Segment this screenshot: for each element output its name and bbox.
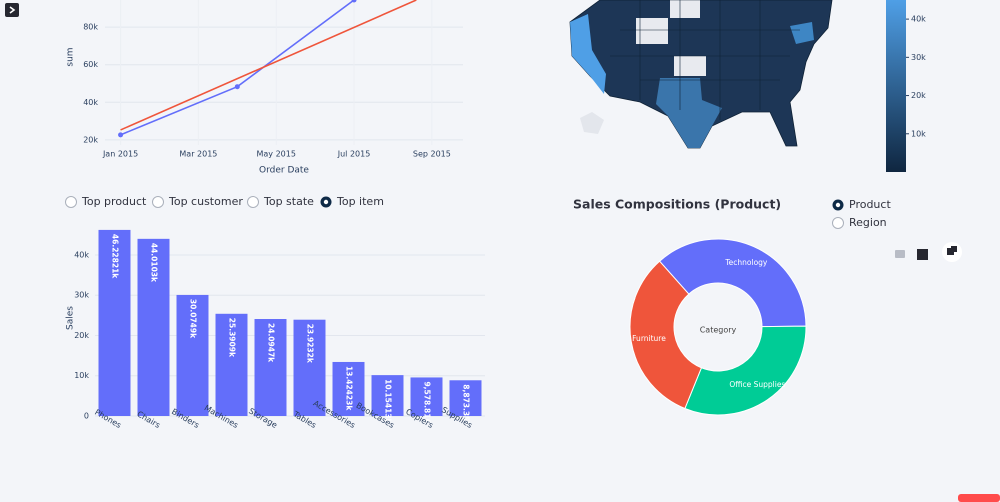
- map-state: [674, 56, 706, 76]
- radio-circle: [65, 196, 77, 208]
- y-tick-label: 80k: [83, 23, 98, 32]
- map-state: [790, 22, 814, 44]
- chart-icon[interactable]: [917, 249, 928, 260]
- y-tick-label: 30k: [74, 291, 89, 300]
- point: [351, 0, 357, 3]
- radio-label: Top state: [263, 195, 314, 208]
- y-tick-label: 40k: [74, 250, 89, 259]
- radio-option[interactable]: Region: [832, 216, 887, 229]
- x-tick-label: May 2015: [256, 150, 295, 159]
- map-state: [670, 0, 700, 18]
- y-tick-label: 60k: [83, 60, 98, 69]
- pie-title: Sales Compositions (Product): [573, 197, 781, 212]
- bar-value-label: 44.0103k: [150, 243, 159, 283]
- camera-icon[interactable]: [895, 250, 905, 258]
- y-axis-title: sum: [66, 47, 76, 66]
- bar-value-label: 25.3909k: [228, 318, 237, 358]
- bar: [137, 238, 170, 416]
- radio-dot: [835, 202, 841, 208]
- radio-circle: [832, 217, 844, 229]
- fullscreen-icon: [951, 246, 957, 252]
- slice-label: Office Supplies: [729, 380, 785, 389]
- bar: [254, 319, 287, 416]
- pie-center-label: Category: [700, 326, 737, 335]
- colorbar-tick-label: 10k: [911, 129, 926, 138]
- radio-option[interactable]: Top state: [247, 195, 315, 208]
- bar-value-label: 23.9232k: [306, 324, 315, 364]
- bar: [332, 361, 365, 416]
- radio-option[interactable]: Top customer: [152, 195, 244, 208]
- colorbar-tick-label: 30k: [911, 53, 926, 62]
- point: [234, 84, 240, 90]
- radio-label: Top product: [81, 195, 147, 208]
- toolbar: [895, 242, 962, 262]
- pie-slice: [629, 260, 703, 410]
- slice-label: Furniture: [632, 334, 666, 343]
- bar-value-label: 46.22821k: [111, 234, 120, 279]
- y-tick-label: 40k: [83, 98, 98, 107]
- sidebar-toggle-icon: [9, 6, 16, 14]
- map-state: [656, 78, 722, 148]
- bar-value-label: 9,578.816: [423, 381, 432, 423]
- bar: [449, 380, 482, 416]
- x-tick-label: Mar 2015: [179, 150, 217, 159]
- bar: [371, 375, 404, 416]
- colorbar-tick-label: 20k: [911, 91, 926, 100]
- colorbar-tick-label: 40k: [911, 15, 926, 24]
- radio-label: Product: [849, 198, 891, 211]
- bar-value-label: 10.15413k: [384, 379, 393, 424]
- radio-circle: [247, 196, 259, 208]
- radio-label: Top customer: [168, 195, 243, 208]
- fullscreen-icon: [947, 248, 954, 255]
- status-button[interactable]: [958, 494, 1000, 502]
- sidebar-toggle[interactable]: [5, 3, 19, 17]
- us-map: [569, 0, 833, 149]
- colorbar: [886, 0, 906, 172]
- x-tick-label: Jan 2015: [102, 150, 138, 159]
- x-tick-label: Sep 2015: [413, 150, 451, 159]
- bar-value-label: 13.42423k: [345, 366, 354, 411]
- radio-dot: [323, 199, 329, 205]
- radio-label: Top item: [336, 195, 384, 208]
- slice-label: Technology: [724, 258, 768, 267]
- y-tick-label: 10k: [74, 371, 89, 380]
- bar-value-label: 24.0947k: [267, 323, 276, 363]
- line: [120, 0, 417, 131]
- y-tick-label: 20k: [74, 331, 89, 340]
- radio-option[interactable]: Top item: [320, 195, 384, 208]
- map-state: [570, 14, 606, 94]
- bar: [410, 377, 443, 416]
- x-axis-title: Order Date: [259, 166, 309, 176]
- radio-circle: [152, 196, 164, 208]
- bar: [176, 294, 209, 416]
- map-state: [636, 18, 668, 44]
- y-tick-label: 0: [84, 412, 89, 421]
- x-tick-label: Jul 2015: [337, 150, 371, 159]
- bar: [293, 319, 326, 416]
- radio-option[interactable]: Product: [832, 198, 892, 211]
- radio-option[interactable]: Top product: [65, 195, 148, 208]
- point: [118, 132, 124, 138]
- bar: [98, 229, 131, 416]
- radio-label: Region: [849, 216, 887, 229]
- pie-slice: [658, 238, 807, 328]
- bar-value-label: 30.0749k: [189, 299, 198, 339]
- y-axis-title: Sales: [66, 306, 76, 330]
- map-borders: [600, 0, 820, 120]
- y-tick-label: 20k: [83, 135, 98, 144]
- bar: [215, 313, 248, 416]
- map-alaska: [580, 112, 604, 134]
- bar-value-label: 8,873.355: [462, 384, 471, 426]
- pie-slice: [684, 325, 807, 416]
- plot-area: [118, 0, 417, 138]
